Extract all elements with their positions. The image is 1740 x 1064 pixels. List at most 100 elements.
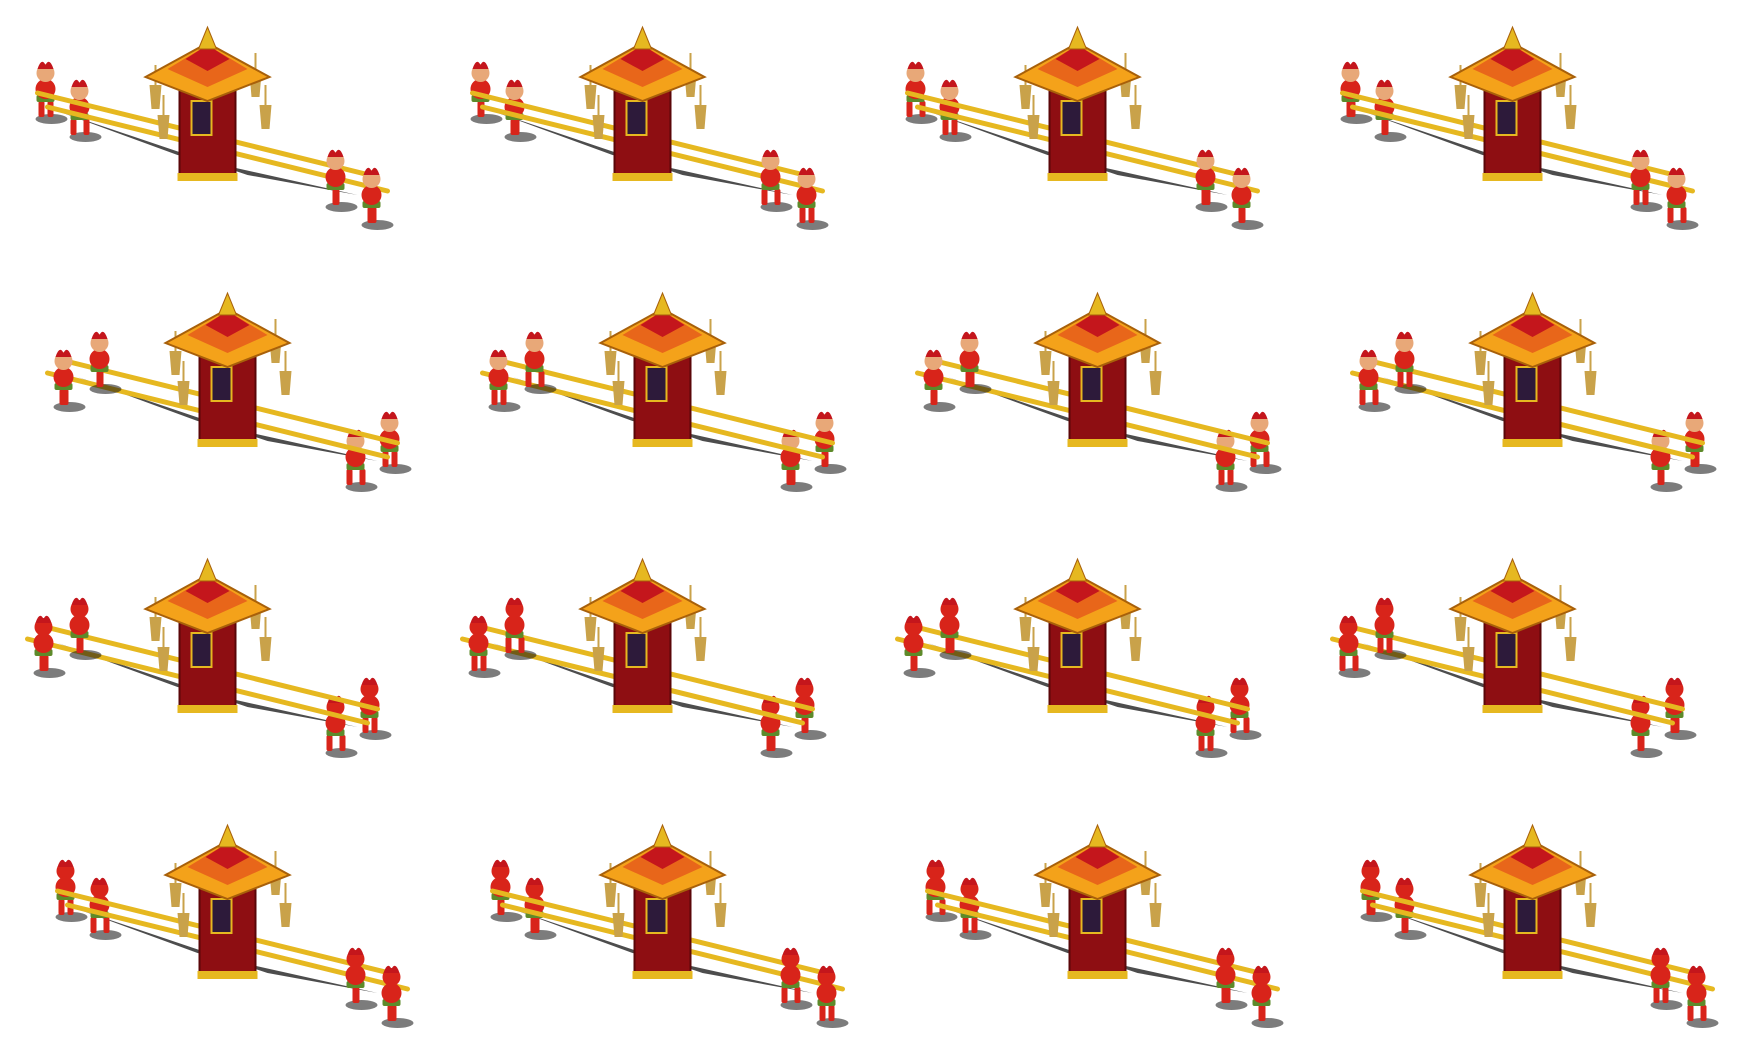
tassel [157, 647, 170, 671]
roof-finial [632, 557, 653, 582]
chair-base [197, 971, 258, 979]
chair-window [1515, 366, 1538, 402]
porter-shadow [89, 930, 122, 940]
sprite-frame [0, 266, 435, 532]
porter-leg [391, 451, 398, 467]
porter-leg [761, 189, 768, 205]
roof-tier [205, 843, 250, 869]
porter-body [381, 983, 402, 1003]
porter-hat [470, 615, 487, 623]
porter-hat [1376, 79, 1393, 87]
tassel [1027, 115, 1040, 139]
porter-hat [796, 677, 813, 685]
porter-body [504, 615, 525, 635]
porter-leg [533, 917, 540, 933]
porter-shadow [325, 748, 358, 758]
tassel [259, 637, 272, 661]
porter-front-a [345, 947, 378, 1010]
porter-hat [1251, 411, 1268, 419]
sprite-canvas [55, 823, 414, 1028]
porter-front-b [488, 349, 521, 412]
porter-rear-a [1664, 677, 1697, 740]
porter-leg [1693, 451, 1700, 467]
porter-body [1374, 615, 1395, 635]
roof-tier [1075, 311, 1120, 337]
roof-tier [640, 311, 685, 337]
porter-hat [925, 349, 942, 357]
porter-leg [513, 119, 520, 135]
porter-hat [961, 877, 978, 885]
tassel [714, 371, 727, 395]
tassel [279, 371, 292, 395]
sedan-chair-r4-c1 [55, 823, 414, 1028]
porter-hat [363, 167, 380, 175]
porter-hat [1686, 411, 1703, 419]
porter-shadow [1231, 220, 1264, 230]
porter-hat [506, 79, 523, 87]
tassel [592, 115, 605, 139]
porter-front-a [1630, 149, 1663, 212]
roof-tier [640, 843, 685, 869]
porter-front-a [959, 331, 992, 394]
porter-front-a [504, 597, 537, 660]
porter-hat [1233, 167, 1250, 175]
porter-front-a [1215, 947, 1248, 1010]
porter-body [325, 167, 346, 187]
porter-rear-b [69, 79, 102, 142]
porter-leg [42, 655, 49, 671]
chair-base [1047, 705, 1108, 713]
porter-leg [1372, 389, 1379, 405]
porter-front-b [361, 167, 394, 230]
roof-finial [632, 25, 653, 50]
porter-shadow [470, 114, 503, 124]
tassel [1149, 371, 1162, 395]
porter-front-b [1358, 349, 1391, 412]
porter-body [69, 615, 90, 635]
porter-hat [492, 859, 509, 867]
porter-hat [1396, 877, 1413, 885]
sprite-canvas [25, 557, 392, 758]
porter-body [780, 965, 801, 985]
roof-finial [652, 823, 673, 848]
porter-shadow [925, 912, 958, 922]
tassel [1019, 85, 1032, 109]
porter-body [345, 965, 366, 985]
sprite-frame [870, 532, 1305, 798]
porter-shadow [814, 464, 847, 474]
roof-tier [205, 311, 250, 337]
porter-leg [77, 637, 84, 653]
tassel [1039, 883, 1052, 907]
porter-body [1650, 965, 1671, 985]
chair-window [1060, 632, 1083, 668]
porter-rear-b [89, 877, 122, 940]
porter-hat [798, 167, 815, 175]
porter-leg [774, 189, 781, 205]
porter-shadow [1358, 402, 1391, 412]
porter-hat [1217, 947, 1234, 955]
porter-leg [1224, 987, 1231, 1003]
porter-hat [1652, 947, 1669, 955]
porter-front-b [796, 167, 829, 230]
sprite-canvas [895, 557, 1262, 758]
chair-base [1482, 705, 1543, 713]
porter-shadow [1684, 464, 1717, 474]
porter-shadow [33, 668, 66, 678]
porter-leg [1658, 469, 1665, 485]
porter-front-b [923, 349, 956, 412]
porter-hat [907, 61, 924, 69]
porter-shadow [1229, 730, 1262, 740]
porter-hat [1231, 677, 1248, 685]
roof-finial [1522, 823, 1543, 848]
porter-leg [926, 899, 933, 915]
chair-window [625, 632, 648, 668]
tassel [604, 351, 617, 375]
porter-hat [381, 411, 398, 419]
sprite-frame [870, 0, 1305, 266]
chair-base [1482, 173, 1543, 181]
chair-base [612, 173, 673, 181]
chair-window [210, 366, 233, 402]
porter-hat [71, 597, 88, 605]
tassel [612, 381, 625, 405]
tassel [177, 913, 190, 937]
chair-window [1060, 100, 1083, 136]
